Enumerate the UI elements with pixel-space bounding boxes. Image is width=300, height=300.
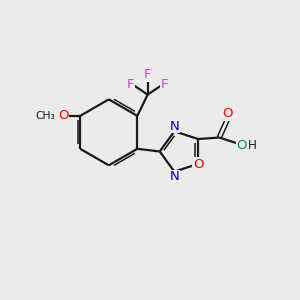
Text: F: F — [127, 78, 135, 91]
Text: N: N — [169, 119, 179, 133]
Text: O: O — [222, 107, 233, 120]
Text: O: O — [58, 109, 68, 122]
Text: F: F — [144, 68, 152, 81]
Text: CH₃: CH₃ — [35, 111, 55, 121]
Text: H: H — [248, 139, 257, 152]
Text: N: N — [169, 170, 179, 183]
Text: O: O — [236, 139, 247, 152]
Text: O: O — [193, 158, 203, 171]
Text: F: F — [161, 78, 168, 91]
